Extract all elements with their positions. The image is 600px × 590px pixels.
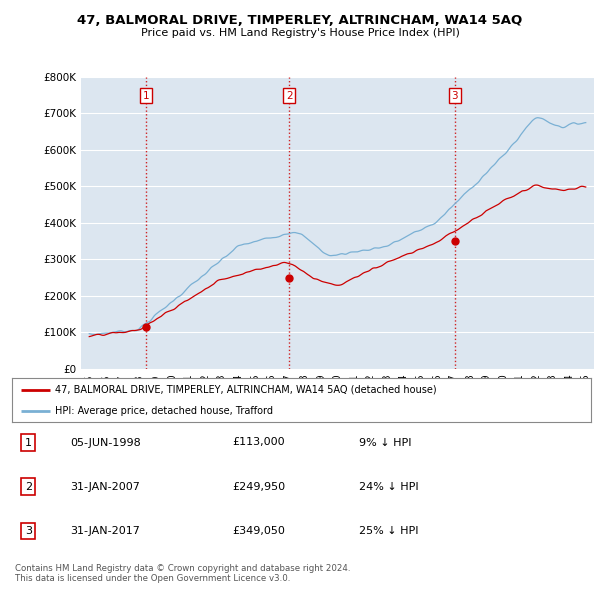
Text: 2: 2 — [25, 482, 32, 491]
Text: 1: 1 — [25, 438, 32, 447]
Text: 31-JAN-2017: 31-JAN-2017 — [70, 526, 140, 536]
Text: £113,000: £113,000 — [232, 438, 284, 447]
Text: 31-JAN-2007: 31-JAN-2007 — [70, 482, 140, 491]
Text: 9% ↓ HPI: 9% ↓ HPI — [359, 438, 412, 447]
Text: 05-JUN-1998: 05-JUN-1998 — [70, 438, 140, 447]
Text: 47, BALMORAL DRIVE, TIMPERLEY, ALTRINCHAM, WA14 5AQ (detached house): 47, BALMORAL DRIVE, TIMPERLEY, ALTRINCHA… — [55, 385, 437, 395]
Text: This data is licensed under the Open Government Licence v3.0.: This data is licensed under the Open Gov… — [15, 573, 290, 582]
Text: 3: 3 — [451, 91, 458, 101]
Text: HPI: Average price, detached house, Trafford: HPI: Average price, detached house, Traf… — [55, 406, 274, 416]
Text: 1: 1 — [143, 91, 149, 101]
Text: 3: 3 — [25, 526, 32, 536]
Text: 24% ↓ HPI: 24% ↓ HPI — [359, 482, 419, 491]
Text: Price paid vs. HM Land Registry's House Price Index (HPI): Price paid vs. HM Land Registry's House … — [140, 28, 460, 38]
Text: Contains HM Land Registry data © Crown copyright and database right 2024.: Contains HM Land Registry data © Crown c… — [15, 563, 350, 572]
Text: £349,050: £349,050 — [232, 526, 285, 536]
Text: 47, BALMORAL DRIVE, TIMPERLEY, ALTRINCHAM, WA14 5AQ: 47, BALMORAL DRIVE, TIMPERLEY, ALTRINCHA… — [77, 14, 523, 27]
Text: 25% ↓ HPI: 25% ↓ HPI — [359, 526, 419, 536]
Text: £249,950: £249,950 — [232, 482, 285, 491]
Text: 2: 2 — [286, 91, 292, 101]
